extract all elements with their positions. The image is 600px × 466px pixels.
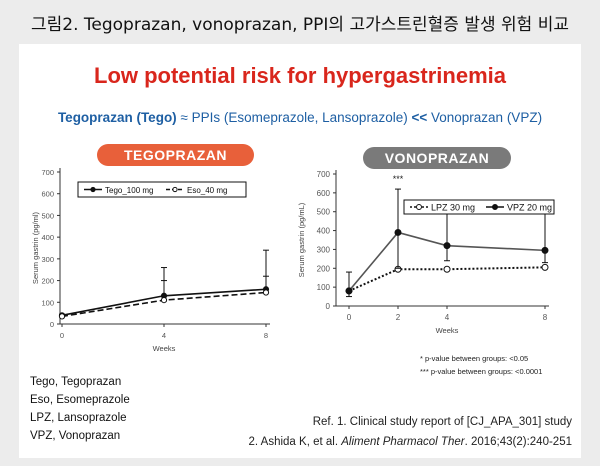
footnote-p1: * p-value between groups: <0.05: [420, 354, 529, 363]
y-tick-label: 300: [317, 245, 331, 254]
legend-marker: [416, 204, 422, 210]
abbr-vpz: VPZ, Vonoprazan: [30, 430, 121, 442]
data-point-1: [262, 289, 270, 296]
y-tick-label: 500: [41, 211, 54, 220]
abbr-eso: Eso, Esomeprazole: [30, 394, 130, 406]
x-tick-label: 0: [347, 313, 352, 322]
x-axis-label: Weeks: [436, 326, 459, 335]
legend-marker: [172, 186, 178, 193]
reference-2-authors: 2. Ashida K, et al.: [248, 436, 342, 448]
tegoprazan-pill: TEGOPRAZAN: [97, 144, 254, 166]
abbr-lpz: LPZ, Lansoprazole: [30, 412, 127, 424]
subtitle-ppis: ≈ PPIs (Esomeprazole, Lansoprazole): [176, 110, 412, 125]
reference-2-citation: . 2016;43(2):240-251: [464, 436, 572, 448]
reference-2-journal: Aliment Pharmacol Ther: [341, 436, 465, 448]
y-tick-label: 600: [317, 189, 331, 198]
y-tick-label: 200: [41, 277, 54, 286]
subtitle-tego: Tegoprazan (Tego): [57, 110, 177, 125]
subtitle-ltlt: <<: [411, 110, 428, 125]
y-tick-label: 400: [317, 227, 331, 236]
series-line-1: [348, 231, 546, 292]
x-tick-label: 8: [264, 331, 268, 340]
y-tick-label: 100: [41, 298, 54, 307]
y-tick-label: 600: [41, 190, 54, 199]
x-tick-label: 4: [445, 313, 450, 322]
y-axis-label: Serum gastrin (pg/mL): [297, 202, 306, 277]
legend-label: LPZ 30 mg: [431, 203, 475, 213]
footnote-p2: *** p-value between groups: <0.0001: [420, 367, 543, 376]
legend-label: VPZ 20 mg: [507, 203, 552, 213]
figure-caption: 그림2. Tegoprazan, vonoprazan, PPI의 고가스트린혈…: [30, 14, 570, 35]
data-point-0: [443, 265, 451, 273]
y-tick-label: 700: [317, 170, 331, 179]
main-title: Low potential risk for hypergastrinemia: [94, 63, 506, 88]
y-tick-label: 0: [50, 320, 54, 329]
legend-label: Tego_100 mg: [105, 186, 153, 195]
legend-label: Eso_40 mg: [187, 186, 227, 195]
x-axis-label: Weeks: [153, 344, 176, 353]
data-point-1: [345, 287, 353, 295]
legend-box: [403, 199, 555, 215]
x-tick-label: 0: [60, 331, 64, 340]
x-tick-label: 4: [162, 331, 166, 340]
y-axis-label: Serum gastrin (pg/ml): [31, 211, 40, 284]
y-tick-label: 300: [41, 255, 54, 264]
y-tick-label: 0: [326, 302, 331, 311]
legend-marker: [492, 204, 498, 210]
y-tick-label: 400: [41, 233, 54, 242]
subtitle-vpz: Vonoprazan (VPZ): [427, 110, 543, 125]
significance-annotation: ***: [393, 174, 404, 184]
reference-1: Ref. 1. Clinical study report of [CJ_APA…: [312, 416, 572, 428]
y-tick-label: 700: [41, 168, 54, 177]
y-tick-label: 500: [317, 208, 331, 217]
data-point-1: [394, 228, 402, 236]
data-point-1: [160, 297, 168, 304]
vonoprazan-pill: VONOPRAZAN: [363, 147, 511, 169]
figure-panel: [19, 44, 581, 458]
data-point-1: [443, 242, 451, 250]
subtitle: Tegoprazan (Tego) ≈ PPIs (Esomeprazole, …: [0, 110, 600, 125]
y-tick-label: 200: [317, 264, 331, 273]
reference-2: 2. Ashida K, et al. Aliment Pharmacol Th…: [249, 436, 572, 448]
data-point-0: [541, 263, 549, 271]
legend-marker: [90, 186, 96, 193]
abbr-tego: Tego, Tegoprazan: [30, 376, 122, 388]
data-point-1: [541, 246, 549, 254]
x-tick-label: 2: [396, 313, 401, 322]
data-point-1: [58, 313, 66, 320]
x-tick-label: 8: [543, 313, 548, 322]
y-tick-label: 100: [317, 283, 331, 292]
legend-box: [77, 181, 247, 198]
